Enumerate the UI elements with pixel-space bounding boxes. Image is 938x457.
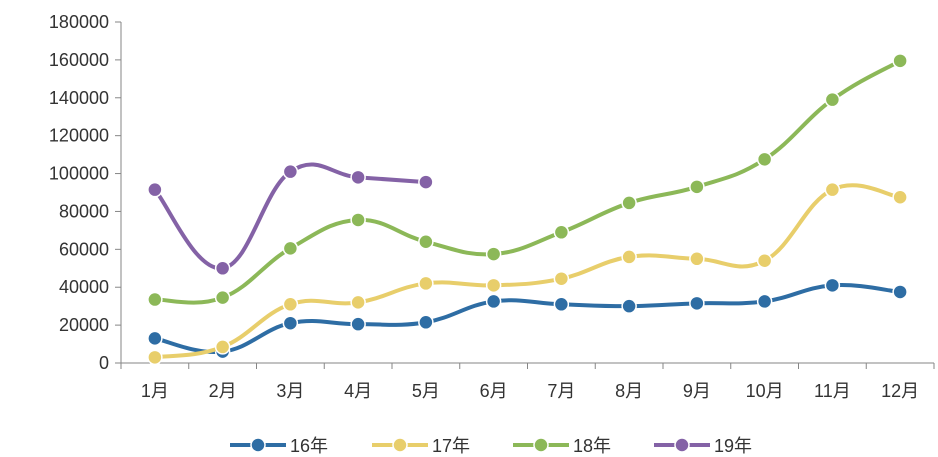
x-tick-label: 9月: [683, 381, 711, 401]
data-point: [553, 296, 570, 313]
data-point: [689, 295, 705, 312]
legend-label: 16年: [290, 436, 328, 456]
y-tick-label: 120000: [49, 126, 109, 146]
series-line: [152, 183, 903, 360]
x-tick-label: 6月: [480, 381, 508, 401]
x-tick-label: 2月: [209, 381, 237, 401]
legend-item: 19年: [654, 436, 752, 456]
x-tick-label: 4月: [344, 381, 372, 401]
data-point: [824, 277, 841, 294]
data-point: [485, 293, 502, 310]
series-1: [147, 277, 908, 360]
data-point: [147, 291, 163, 308]
series-line: [152, 162, 428, 271]
series-2: [147, 181, 908, 366]
y-tick-label: 80000: [59, 201, 109, 221]
legend-swatch-marker: [392, 437, 408, 453]
data-point: [214, 339, 231, 355]
y-axis-ticks: 0 20000 40000 60000 80000 100000 120000 140000 1…: [49, 12, 121, 373]
data-point: [621, 249, 637, 265]
y-tick-label: 0: [99, 353, 109, 373]
data-point: [350, 316, 366, 332]
axes: [120, 22, 934, 364]
data-point: [689, 251, 705, 267]
data-point: [418, 234, 434, 250]
y-tick-label: 40000: [59, 277, 109, 297]
data-point: [147, 181, 163, 198]
legend-item: 18年: [513, 436, 611, 456]
x-tick-label: 5月: [412, 381, 440, 401]
x-tick-label: 8月: [615, 381, 643, 401]
legend-swatch-marker: [674, 437, 690, 453]
data-point: [282, 240, 299, 257]
legend-swatch-marker: [533, 437, 549, 453]
legend: 16年 17年 18年 19年: [230, 436, 752, 456]
x-tick-label: 7月: [547, 381, 575, 401]
y-tick-label: 60000: [59, 239, 109, 259]
x-tick-label: 11月: [814, 381, 851, 401]
data-point: [418, 174, 434, 190]
y-tick-label: 180000: [49, 12, 109, 32]
data-point: [214, 289, 231, 306]
series-4: [147, 162, 434, 277]
x-tick-label: 10月: [746, 381, 784, 401]
data-point: [756, 151, 773, 168]
data-point: [621, 298, 637, 314]
series-line: [152, 58, 903, 305]
data-point: [282, 163, 299, 180]
data-point: [418, 314, 434, 331]
legend-item: 16年: [230, 436, 328, 456]
data-point: [350, 169, 366, 186]
data-point: [553, 224, 570, 241]
data-point: [485, 246, 502, 262]
data-point: [350, 212, 366, 228]
legend-label: 19年: [714, 436, 752, 456]
legend-label: 18年: [573, 436, 611, 456]
data-point: [824, 91, 841, 108]
data-point: [485, 277, 502, 294]
data-point: [892, 284, 908, 300]
data-point: [553, 270, 570, 287]
data-point: [621, 195, 637, 211]
series-3: [147, 53, 908, 308]
x-tick-label: 1月: [141, 381, 169, 401]
data-point: [892, 53, 908, 69]
series-group: [147, 53, 908, 366]
data-point: [147, 330, 163, 347]
data-point: [282, 315, 299, 331]
data-point: [418, 275, 434, 292]
data-point: [824, 181, 841, 198]
data-point: [892, 189, 908, 205]
x-tick-label: 3月: [276, 381, 304, 401]
x-tick-label: 12月: [881, 381, 919, 401]
y-tick-label: 100000: [49, 164, 109, 184]
data-point: [147, 349, 163, 366]
data-point: [689, 179, 705, 195]
data-point: [214, 260, 231, 277]
y-tick-label: 20000: [59, 315, 109, 335]
legend-swatch-marker: [250, 437, 266, 453]
data-point: [350, 294, 366, 311]
legend-item: 17年: [372, 436, 470, 456]
data-point: [756, 293, 773, 310]
data-point: [756, 252, 773, 269]
data-point: [282, 296, 299, 313]
y-tick-label: 140000: [49, 88, 109, 108]
y-tick-label: 160000: [49, 50, 109, 70]
x-axis-ticks: 1月 2月 3月 4月 5月 6月 7月 8月 9月 10月 11月 12月: [120, 363, 935, 401]
legend-label: 17年: [432, 436, 470, 456]
